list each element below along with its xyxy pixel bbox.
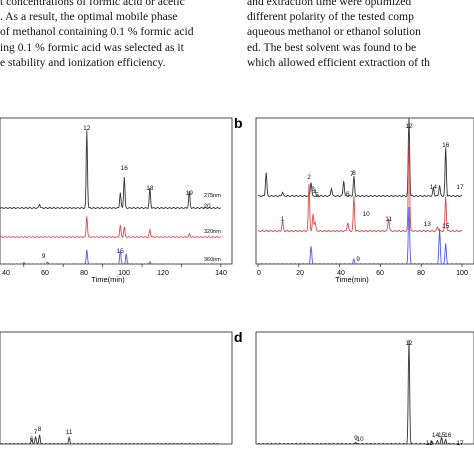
panel-b-frame — [255, 117, 474, 265]
peak-label: 10 — [362, 211, 370, 218]
peak-label: 7 — [350, 171, 354, 178]
text-line: ing 0.1 % formic acid was selected as it — [0, 40, 184, 54]
peak-label: 17 — [456, 440, 464, 447]
panel-a-tick: 140 — [215, 270, 227, 277]
chromatogram-trace — [257, 118, 463, 197]
panel-c-plot: 67 8 11 — [0, 426, 221, 444]
peak-label: 8 — [38, 426, 42, 433]
wavelength-label-275: 275nm — [204, 193, 221, 199]
peak-label: 17 — [456, 184, 464, 191]
text-line: e stability and ionization efficiency. — [0, 55, 166, 69]
peak-label: 15 — [438, 432, 446, 439]
panel-b-tick: 40 — [337, 270, 345, 277]
text-line: which allowed efficient extraction of th — [247, 55, 430, 69]
panel-c-frame — [0, 331, 233, 445]
wavelength-label-360: 360nm — [204, 257, 221, 263]
body-text-left: t concentrations of formic acid or aceti… — [0, 0, 232, 70]
panel-a-plot: 12 16 18 19 20 9 15 — [0, 125, 222, 267]
peak-label: 6 — [346, 191, 350, 198]
peak-label: 6 — [30, 436, 34, 443]
peak-label: 20 — [203, 203, 211, 210]
panel-d-frame — [255, 331, 474, 445]
peak-label: 11 — [385, 216, 392, 223]
peak-label: 16 — [444, 432, 452, 439]
text-line: different polarity of the tested comp — [247, 10, 414, 24]
peak-label: 18 — [146, 185, 154, 192]
wavelength-label-320: 320nm — [204, 229, 221, 235]
peak-label: 13 — [424, 221, 432, 228]
peak-label: 7 — [34, 429, 38, 436]
peak-label: 12 — [405, 123, 413, 130]
peak-label: 14 — [432, 432, 440, 439]
peak-label: 9 — [42, 253, 46, 260]
peak-label: 15 — [117, 248, 125, 255]
panel-b-tick: 80 — [417, 270, 425, 277]
peak-label: 11 — [66, 429, 73, 436]
panel-label-b: b — [234, 115, 243, 131]
peak-label: 5 — [315, 192, 319, 199]
text-line: of methanol containing 0.1 % formic acid — [0, 25, 194, 39]
panel-b-tick: 60 — [376, 270, 384, 277]
peak-label: 9 — [354, 435, 358, 442]
panel-b-tick: 0 — [257, 270, 261, 277]
chromatogram-trace — [0, 130, 222, 209]
panel-label-d: d — [234, 329, 243, 345]
panel-a-tick: 100 — [118, 270, 130, 277]
chromatogram-trace — [257, 206, 463, 264]
panel-b-tick: 20 — [296, 270, 304, 277]
peak-label: 12 — [405, 340, 413, 347]
panel-a-frame — [0, 117, 233, 265]
panel-a-tick: 120 — [157, 270, 169, 277]
peak-label: 9 — [356, 256, 360, 263]
body-text-right: and extraction time were optimized diffe… — [247, 0, 474, 70]
panel-a-tick: 80 — [80, 270, 88, 277]
peak-label: 1 — [281, 216, 285, 223]
peak-label: 2 — [307, 174, 311, 181]
panel-a-tick: 40 — [2, 270, 10, 277]
text-line: and extraction time were optimized — [247, 0, 412, 8]
text-line: ed. The best solvent was found to be — [247, 40, 417, 54]
peak-label: 13 — [426, 440, 434, 447]
panel-b-tick: 100 — [456, 270, 468, 277]
text-line: t concentrations of formic acid or aceti… — [0, 0, 185, 8]
chromatogram-trace — [257, 145, 463, 233]
peak-label: 3 — [311, 186, 315, 193]
peak-label: 10 — [356, 436, 364, 443]
peak-label: 12 — [83, 125, 91, 132]
peak-label: 16 — [121, 165, 129, 172]
text-line: . As a result, the optimal mobile phase — [0, 10, 178, 24]
chromatogram-trace — [0, 216, 221, 238]
peak-label: 4 — [313, 189, 317, 196]
peak-label: 14 — [430, 184, 438, 191]
text-line: aqueous methanol or ethanol solution — [247, 25, 421, 39]
peak-label: 16 — [442, 142, 450, 149]
chromatogram-trace — [0, 249, 221, 264]
panel-b-axis-title: Time(min) — [335, 275, 369, 284]
peak-label: 8 — [352, 170, 356, 177]
chromatogram-trace — [257, 339, 463, 444]
panel-a-axis-title: Time(min) — [91, 275, 125, 284]
peak-label: 19 — [186, 190, 194, 197]
peak-label: 15 — [442, 223, 450, 230]
panel-a-tick: 60 — [41, 270, 49, 277]
